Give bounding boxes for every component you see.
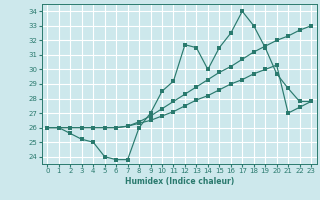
X-axis label: Humidex (Indice chaleur): Humidex (Indice chaleur): [124, 177, 234, 186]
